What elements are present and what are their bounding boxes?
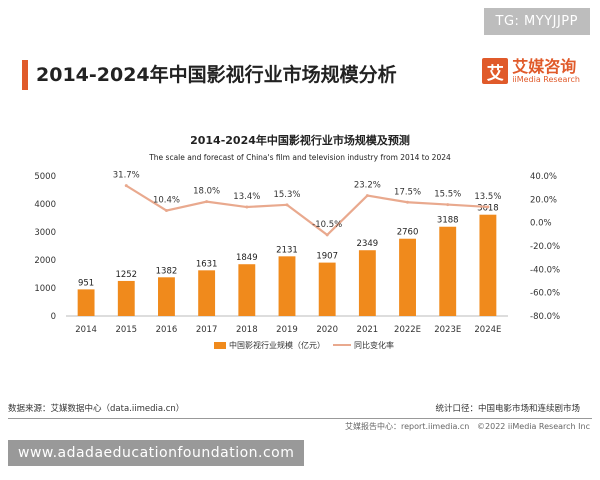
stat-scope: 统计口径：中国电影市场和连续剧市场 [435,404,580,414]
page-title: 2014-2024年中国影视行业市场规模分析 [36,64,397,86]
y-left-tick-label: 3000 [34,228,56,238]
footer-divider [8,418,592,419]
bar [399,238,416,316]
legend-bar-label: 中国影视行业规模（亿元） [229,340,325,350]
bar-data-label: 1849 [236,253,258,263]
growth-rate-point [365,194,369,198]
legend-line-label: 同比变化率 [354,340,394,350]
bar-data-label: 951 [78,278,94,288]
bar-data-label: 3188 [437,216,459,226]
line-data-label: 13.5% [474,192,501,202]
title-accent-bar [22,60,28,90]
y-right-tick-label: 20.0% [530,195,557,205]
x-tick-label: 2018 [236,325,258,335]
bar-data-label: 1631 [196,259,218,269]
chart-legend: 中国影视行业规模（亿元） 同比变化率 [214,340,394,350]
x-tick-label: 2023E [434,325,461,335]
bar-data-label: 1382 [156,266,178,276]
x-tick-label: 2019 [276,325,298,335]
watermark-url: www.adadaeducationfoundation.com [8,440,305,466]
y-left-tick-label: 2000 [34,256,56,266]
line-data-label: 10.4% [153,196,180,206]
x-tick-label: 2017 [196,325,218,335]
x-tick-label: 2020 [316,325,338,335]
bar [278,256,296,316]
line-data-label: 31.7% [113,171,140,181]
x-tick-label: 2014 [75,325,97,335]
growth-rate-line [125,184,488,237]
bar-data-label: 2349 [357,239,379,249]
y-right-tick-label: -40.0% [530,265,560,275]
iimedia-logo: 艾 艾媒咨询 iiMedia Research [482,58,580,85]
y-left-tick-label: 1000 [34,284,56,294]
telegram-badge: TG: MYYJJPP [483,8,590,35]
growth-rate-point [205,200,209,204]
bar [158,277,175,316]
line-data-label: 18.0% [193,187,220,197]
copyright: ©2022 iiMedia Research Inc [477,422,590,431]
bar [238,264,256,316]
x-tick-label: 2024E [474,325,501,335]
line-data-label: 15.3% [273,190,300,200]
bar [358,250,376,316]
bar-data-label: 2760 [397,228,419,238]
chart-subtitle: The scale and forecast of China's film a… [148,153,451,162]
y-right-tick-label: -80.0% [530,312,560,322]
bar [318,262,336,316]
market-size-chart: 2014-2024年中国影视行业市场规模及预测 The scale and fo… [34,133,560,350]
bar [117,280,135,316]
growth-rate-point [285,203,289,207]
x-tick-label: 2016 [156,325,178,335]
line-data-label: 15.5% [434,190,461,200]
y-right-tick-label: 40.0% [530,172,557,182]
chart-title: 2014-2024年中国影视行业市场规模及预测 [190,133,410,147]
y-right-tick-label: -60.0% [530,289,560,299]
x-tick-label: 2022E [394,325,421,335]
bar-data-label: 2131 [276,245,298,255]
bar [77,289,95,316]
growth-rate-point [446,203,450,207]
logo-cn-text: 艾媒咨询 [512,57,577,76]
data-source: 数据来源：艾媒数据中心（data.iimedia.cn） [8,404,185,414]
y-right-tick-label: 0.0% [530,219,552,229]
y-left-tick-label: 5000 [34,172,56,182]
growth-rate-point [325,233,329,237]
y-left-tick-label: 0 [51,312,56,322]
growth-rate-point [164,209,168,213]
growth-rate-point [486,205,490,209]
line-data-label: 17.5% [394,187,421,197]
report-center: 艾媒报告中心：report.iimedia.cn ©2022 iiMedia R… [345,421,590,432]
growth-rate-point [124,184,128,188]
line-data-label: -10.5% [312,220,342,230]
x-tick-label: 2021 [357,325,379,335]
bar-data-label: 1252 [115,270,137,280]
logo-en-text: iiMedia Research [512,74,580,84]
line-data-label: 13.4% [233,192,260,202]
bar-data-label: 1907 [316,252,338,262]
bar [439,226,457,316]
logo-mark-icon: 艾 [482,58,509,85]
growth-rate-point [245,205,249,209]
report-center-link[interactable]: 艾媒报告中心：report.iimedia.cn [345,422,470,431]
growth-rate-point [406,200,410,204]
legend-bar-swatch [214,342,226,349]
line-data-label: 23.2% [354,181,381,191]
y-left-tick-label: 4000 [34,200,56,210]
x-tick-label: 2015 [115,325,137,335]
bar-data-label: 3618 [477,204,499,214]
y-right-tick-label: -20.0% [530,242,560,252]
bar [198,270,216,316]
logo-text: 艾媒咨询 iiMedia Research [512,58,580,84]
bar [479,214,497,316]
